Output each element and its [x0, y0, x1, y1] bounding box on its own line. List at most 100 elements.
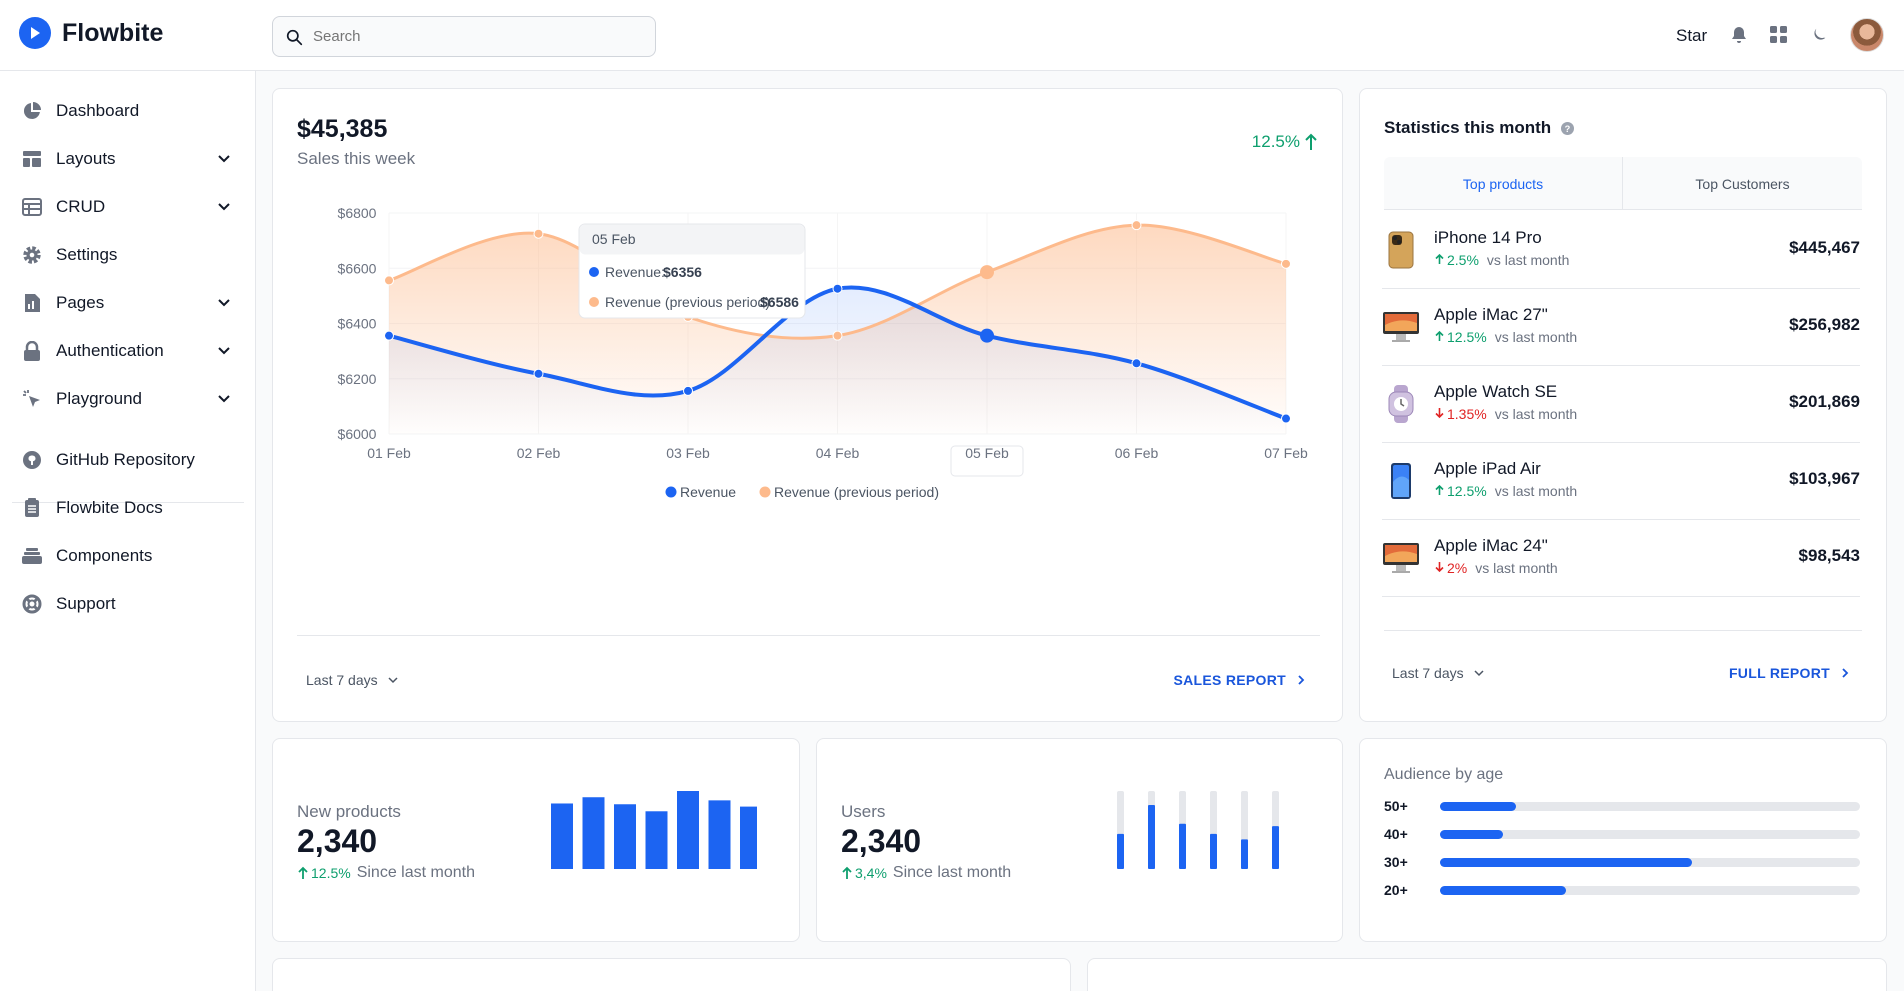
- bar[interactable]: [1241, 839, 1248, 869]
- sidebar-item-support[interactable]: Support: [12, 584, 244, 624]
- data-point[interactable]: [1131, 358, 1142, 369]
- data-point[interactable]: [980, 265, 994, 280]
- arrow-up-icon: [1435, 484, 1444, 495]
- product-row[interactable]: Apple Watch SE 1.35% vs last month $201,869: [1382, 366, 1860, 443]
- x-tick-label: 04 Feb: [816, 445, 860, 461]
- bar[interactable]: [645, 811, 668, 869]
- change-value: 12.5%: [1447, 329, 1487, 345]
- table-icon: [20, 195, 44, 219]
- data-point[interactable]: [1281, 413, 1291, 424]
- sales-period-dropdown[interactable]: Last 7 days: [306, 672, 400, 688]
- tooltip-marker: [589, 297, 599, 307]
- bell-icon[interactable]: [1727, 23, 1751, 47]
- sidebar-item-crud[interactable]: CRUD: [12, 187, 244, 227]
- data-point[interactable]: [533, 368, 544, 379]
- bar[interactable]: [1179, 823, 1186, 869]
- svg-text:?: ?: [1565, 124, 1571, 134]
- legend-label[interactable]: Revenue (previous period): [774, 484, 939, 500]
- search-box[interactable]: [272, 16, 656, 57]
- arrow-down-icon: [1435, 408, 1444, 419]
- bar[interactable]: [614, 804, 636, 869]
- search-input[interactable]: [313, 28, 655, 45]
- data-point[interactable]: [1281, 258, 1291, 269]
- bar[interactable]: [1148, 805, 1155, 869]
- change-value: 2.5%: [1447, 252, 1479, 268]
- bar[interactable]: [740, 806, 757, 869]
- new-products-title: New products: [297, 802, 401, 821]
- y-tick-label: $6600: [338, 260, 377, 276]
- sidebar-item-label: Authentication: [56, 341, 164, 360]
- tooltip-marker: [589, 267, 599, 277]
- age-fill: [1440, 858, 1692, 867]
- product-row[interactable]: Apple iPad Air 12.5% vs last month $103,967: [1382, 443, 1860, 520]
- moon-icon[interactable]: [1807, 23, 1831, 47]
- legend-label[interactable]: Revenue: [680, 484, 736, 500]
- new-products-change: 12.5% Since last month: [297, 864, 475, 882]
- sidebar-item-label: Components: [56, 546, 153, 565]
- tooltip-value: $6586: [760, 294, 799, 310]
- github-star-button[interactable]: Star: [1676, 26, 1708, 45]
- apps-grid-icon[interactable]: [1767, 23, 1791, 47]
- data-point[interactable]: [832, 330, 843, 341]
- sidebar-item-pages[interactable]: Pages: [12, 283, 244, 323]
- bar[interactable]: [1210, 833, 1217, 869]
- statistics-tabs: Top products Top Customers: [1384, 157, 1862, 210]
- brand-logo[interactable]: Flowbite: [19, 17, 163, 49]
- product-name: Apple iMac 27": [1434, 305, 1548, 324]
- tab-top-customers[interactable]: Top Customers: [1695, 175, 1790, 192]
- new-products-bar-chart: [551, 791, 757, 869]
- search-icon: [286, 29, 303, 46]
- age-fill: [1440, 886, 1566, 895]
- series-area: [389, 287, 1286, 434]
- data-point[interactable]: [533, 228, 544, 239]
- users-bar-chart: [1117, 791, 1279, 869]
- data-point[interactable]: [384, 330, 394, 341]
- sidebar-item-github-repository[interactable]: GitHub Repository: [12, 440, 244, 480]
- info-icon[interactable]: ?: [1561, 121, 1575, 135]
- clipboard-icon: [20, 496, 44, 520]
- product-name: Apple Watch SE: [1434, 382, 1558, 401]
- chevron-right-icon: [1842, 668, 1849, 678]
- product-value: $201,869: [1789, 392, 1860, 411]
- sidebar-item-authentication[interactable]: Authentication: [12, 331, 244, 371]
- sidebar-item-dashboard[interactable]: Dashboard: [12, 91, 244, 131]
- github-icon: [20, 448, 44, 472]
- product-name: Apple iMac 24": [1434, 536, 1548, 555]
- product-row[interactable]: iPhone 14 Pro 2.5% vs last month $445,467: [1382, 212, 1860, 289]
- sales-report-link[interactable]: SALES REPORT: [1173, 672, 1308, 688]
- data-point[interactable]: [384, 275, 394, 286]
- stats-period-dropdown[interactable]: Last 7 days: [1392, 665, 1486, 681]
- product-name: iPhone 14 Pro: [1434, 228, 1542, 247]
- bar[interactable]: [1117, 833, 1124, 869]
- layout-icon: [20, 147, 44, 171]
- sidebar-item-settings[interactable]: Settings: [12, 235, 244, 275]
- users-card: Users 2,340 3,4% Since last month: [816, 738, 1343, 942]
- product-row[interactable]: Apple iMac 27" 12.5% vs last month $256,982: [1382, 289, 1860, 366]
- age-track: [1440, 886, 1860, 895]
- user-avatar[interactable]: [1850, 18, 1884, 52]
- x-tick-label: 06 Feb: [1115, 445, 1159, 461]
- sidebar-item-components[interactable]: Components: [12, 536, 244, 576]
- data-point[interactable]: [980, 328, 994, 343]
- full-report-link[interactable]: FULL REPORT: [1729, 665, 1852, 681]
- bar[interactable]: [582, 797, 605, 869]
- sidebar-item-flowbite-docs[interactable]: Flowbite Docs: [12, 488, 244, 528]
- data-point[interactable]: [683, 385, 693, 396]
- sidebar-item-playground[interactable]: Playground: [12, 379, 244, 419]
- bar[interactable]: [551, 803, 573, 869]
- product-row[interactable]: Apple iMac 24" 2% vs last month $98,543: [1382, 520, 1860, 597]
- bar[interactable]: [677, 791, 699, 869]
- data-point[interactable]: [1131, 220, 1142, 231]
- sidebar-item-label: GitHub Repository: [56, 450, 195, 469]
- chevron-down-icon: [218, 203, 230, 211]
- users-value: 2,340: [841, 823, 922, 859]
- sidebar-item-label: Playground: [56, 389, 143, 408]
- bar[interactable]: [708, 800, 731, 869]
- bar[interactable]: [1272, 826, 1279, 869]
- arrow-up-icon: [298, 866, 308, 879]
- tab-top-products[interactable]: Top products: [1384, 157, 1623, 210]
- data-point[interactable]: [832, 283, 843, 294]
- users-title: Users: [841, 802, 886, 821]
- age-track: [1440, 830, 1860, 839]
- sidebar-item-layouts[interactable]: Layouts: [12, 139, 244, 179]
